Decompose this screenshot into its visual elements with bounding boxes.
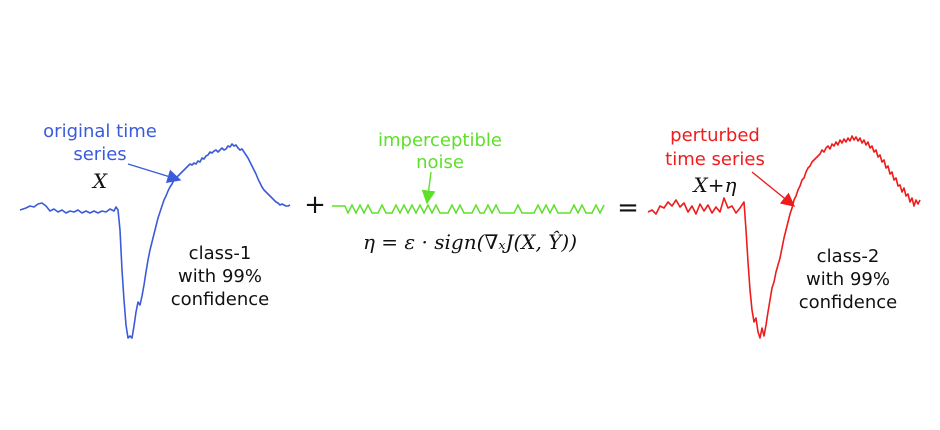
noise-signal-line (332, 203, 605, 215)
noise-arrow (421, 171, 436, 205)
perturbed-time-series-line (647, 135, 921, 339)
original-arrow (127, 163, 182, 183)
original-class-line1: class-1 (189, 243, 252, 264)
perturbed-class-line2: with 99% (806, 269, 890, 290)
original-symbol: X (91, 169, 108, 193)
noise-label-line2: noise (416, 152, 464, 173)
perturbed-symbol: X+η (692, 173, 737, 197)
perturbed-class-line3: confidence (799, 292, 898, 313)
noise-formula: η = ε · sign(∇ₓJ(X, Ŷ)) (363, 230, 577, 254)
original-label-line2: series (73, 144, 126, 165)
perturbed-arrow (751, 171, 796, 207)
plus-operator: + (304, 190, 326, 220)
perturbed-class-line1: class-2 (817, 246, 880, 267)
original-class-line3: confidence (171, 289, 270, 310)
perturbed-label-line1: perturbed (670, 125, 760, 146)
perturbed-label-line2: time series (665, 149, 765, 170)
original-label-line1: original time (43, 121, 157, 142)
noise-label-line1: imperceptible (378, 130, 502, 151)
equals-operator: = (617, 193, 639, 223)
original-class-line2: with 99% (178, 266, 262, 287)
